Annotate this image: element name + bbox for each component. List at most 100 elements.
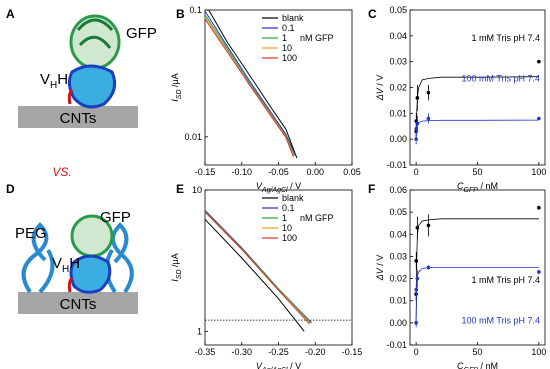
- linker: [67, 276, 74, 293]
- panel-label: C: [368, 7, 377, 21]
- y-tick-label: 10: [192, 185, 202, 195]
- vhh-shape: [67, 64, 117, 109]
- series-line: [204, 18, 294, 157]
- data-point: [414, 321, 418, 325]
- x-axis-label: VAg/AgCl / V: [256, 361, 301, 369]
- gfp-label: GFP: [126, 25, 157, 42]
- y-tick-label: -0.01: [386, 160, 407, 170]
- x-axis-label: CGFP / nM: [457, 181, 498, 194]
- data-point: [414, 259, 419, 263]
- x-axis-label-unit: / V: [288, 361, 302, 369]
- x-axis-label: VAg/AgCl / V: [256, 181, 301, 194]
- x-tick-label: 100: [531, 167, 546, 177]
- diagram-a: VHH GFP CNTs: [18, 14, 157, 128]
- x-tick-label: -0.15: [195, 167, 216, 177]
- vhh-label: VHH: [40, 71, 68, 91]
- y-tick-label: 0.01: [184, 132, 202, 142]
- fit-line: [415, 76, 539, 140]
- panel-label: D: [6, 182, 15, 196]
- series-line: [204, 210, 312, 324]
- data-point: [415, 121, 420, 126]
- y-tick-label: 0.00: [389, 318, 407, 328]
- panel-label: A: [6, 7, 15, 21]
- y-tick-label: 0.06: [389, 185, 407, 195]
- y-tick-label: 0.1: [189, 5, 202, 15]
- y-tick-label: 0.00: [389, 134, 407, 144]
- versus-label: VS.: [52, 165, 71, 179]
- data-point: [537, 59, 541, 64]
- panel-label: B: [176, 7, 185, 21]
- x-axis-label-sub: Ag/AgCl: [261, 187, 288, 194]
- x-tick-label: 100: [531, 347, 546, 357]
- y-axis-label-unit: /μA: [170, 73, 180, 89]
- x-tick-label: -0.30: [231, 347, 252, 357]
- panel-label: F: [368, 182, 375, 196]
- fit-line: [415, 119, 539, 140]
- x-tick-label: -0.25: [268, 347, 289, 357]
- y-axis-label: ISD /μA: [170, 73, 183, 101]
- x-axis-label-main: V: [256, 181, 263, 191]
- x-tick-label: -0.05: [268, 167, 289, 177]
- legend-label: 1: [282, 33, 287, 43]
- x-axis-label-sub: GFP: [464, 367, 479, 369]
- y-axis-label: ΔV / V: [375, 255, 385, 282]
- y-axis-label-main: I: [170, 279, 180, 282]
- x-axis-label-main: V: [256, 361, 263, 369]
- y-axis-label-main: I: [170, 99, 180, 102]
- data-point: [415, 276, 420, 281]
- legend-label: 100: [282, 233, 297, 243]
- data-point: [426, 223, 431, 228]
- x-axis-label-main: C: [457, 181, 464, 191]
- data-point: [426, 90, 431, 95]
- cnt-label: CNTs: [60, 110, 97, 127]
- x-tick-label: 0: [414, 347, 419, 357]
- fit-line: [415, 218, 539, 323]
- y-axis-label: ΔV / V: [375, 75, 385, 102]
- cnt-label: CNTs: [60, 296, 97, 313]
- y-tick-label: 0.03: [389, 57, 407, 67]
- legend-label: 1: [282, 213, 287, 223]
- diagram-d: PEG GFP VHH CNTs: [15, 209, 138, 314]
- series-label: 100 mM Tris pH 7.4: [461, 73, 540, 83]
- x-tick-label: -0.35: [195, 347, 216, 357]
- x-tick-label: 0.00: [306, 167, 324, 177]
- series-label: 100 mM Tris pH 7.4: [461, 315, 540, 325]
- y-axis-label-main: ΔV: [375, 87, 385, 101]
- x-tick-label: 0: [414, 167, 419, 177]
- gfp-strands: [76, 18, 114, 49]
- legend-label: 100: [282, 53, 297, 63]
- gfp-label: GFP: [100, 209, 131, 226]
- series-line: [204, 218, 305, 332]
- x-axis-label-sub: GFP: [464, 187, 479, 194]
- substrate: [18, 292, 138, 314]
- series-label: 1 mM Tris pH 7.4: [471, 275, 540, 285]
- series-line: [204, 14, 296, 156]
- data-point: [537, 270, 541, 274]
- y-axis-label-unit: /μA: [170, 253, 180, 269]
- legend-label: 10: [282, 43, 292, 53]
- y-tick-label: 0.05: [389, 5, 407, 15]
- y-tick-label: 0.03: [389, 251, 407, 261]
- legend-label: blank: [282, 193, 304, 203]
- x-axis-label-main: C: [457, 361, 464, 369]
- legend-label: blank: [282, 13, 304, 23]
- data-point: [414, 137, 418, 141]
- panel-label: E: [176, 182, 184, 196]
- y-axis-label-main: ΔV: [375, 267, 385, 281]
- y-axis-label-unit: / V: [375, 255, 385, 269]
- x-tick-label: 50: [472, 167, 482, 177]
- y-tick-label: 0.05: [389, 207, 407, 217]
- data-point: [415, 225, 420, 230]
- x-tick-label: 50: [472, 347, 482, 357]
- series-label: 1 mM Tris pH 7.4: [471, 33, 540, 43]
- y-tick-label: 0.01: [389, 296, 407, 306]
- gfp-shape: [69, 14, 121, 70]
- legend-label: 10: [282, 223, 292, 233]
- legend-note: nM GFP: [300, 213, 334, 223]
- y-axis-label-sub: SD: [176, 269, 183, 279]
- y-axis-label-unit: / V: [375, 75, 385, 89]
- peg-chain: [21, 222, 55, 294]
- data-point: [537, 205, 541, 210]
- peg-label: PEG: [15, 225, 47, 242]
